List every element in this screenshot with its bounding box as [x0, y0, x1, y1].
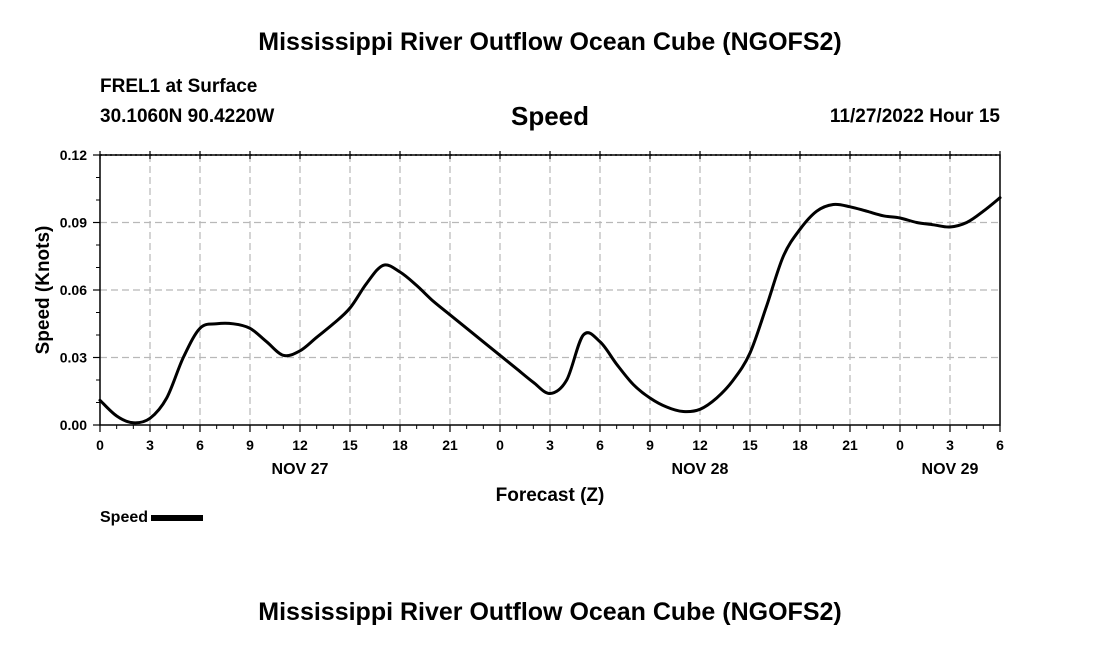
- page-title: Mississippi River Outflow Ocean Cube (NG…: [258, 28, 842, 56]
- x-tick-label: 18: [392, 437, 408, 453]
- x-tick-label: 0: [496, 437, 504, 453]
- x-tick-label: 6: [196, 437, 204, 453]
- x-tick-label: 21: [442, 437, 458, 453]
- x-tick-label: 12: [692, 437, 708, 453]
- date-label: NOV 28: [672, 461, 729, 478]
- y-tick-label: 0.12: [60, 147, 87, 163]
- x-axis-label: Forecast (Z): [496, 485, 605, 506]
- y-tick-label: 0.03: [60, 350, 87, 366]
- x-tick-label: 3: [546, 437, 554, 453]
- x-tick-label: 12: [292, 437, 308, 453]
- x-tick-label: 9: [246, 437, 254, 453]
- coordinates-label: 30.1060N 90.4220W: [100, 106, 275, 127]
- y-axis-label: Speed (Knots): [33, 226, 54, 355]
- date-label: NOV 29: [922, 461, 979, 478]
- x-tick-label: 6: [996, 437, 1004, 453]
- x-tick-label: 15: [742, 437, 758, 453]
- x-tick-label: 0: [896, 437, 904, 453]
- date-labels: NOV 27 NOV 28 NOV 29: [272, 461, 979, 478]
- chart-title: Speed: [510, 101, 590, 131]
- y-tick-label: 0.00: [60, 417, 87, 433]
- legend-label: Speed: [100, 509, 149, 526]
- legend-swatch: [151, 515, 204, 521]
- y-tick-labels: 0.00 0.03 0.06 0.09 0.12: [60, 147, 87, 433]
- station-label: FREL1 at Surface: [100, 76, 258, 97]
- chart-grid: [100, 154, 1000, 425]
- chart-ticks: [93, 151, 1001, 432]
- date-label: NOV 27: [272, 461, 329, 478]
- series-line-speed: [98, 196, 1002, 425]
- datetime-label: 11/27/2022 Hour 15: [829, 106, 1000, 127]
- x-tick-labels: 0 3 6 9 12 15 18 21 0 3 6 9 12 15 18 21 0 3 6: [96, 437, 1004, 453]
- x-tick-label: 3: [146, 437, 154, 453]
- x-tick-label: 0: [96, 437, 104, 453]
- x-tick-label: 18: [792, 437, 808, 453]
- x-tick-label: 3: [946, 437, 954, 453]
- x-tick-label: 15: [342, 437, 358, 453]
- footer-title: Mississippi River Outflow Ocean Cube (NG…: [258, 598, 842, 626]
- x-tick-label: 9: [646, 437, 654, 453]
- x-tick-label: 21: [842, 437, 858, 453]
- plot-frame: [99, 154, 1001, 426]
- legend: Speed: [100, 509, 204, 527]
- y-tick-label: 0.06: [60, 282, 87, 298]
- y-tick-label: 0.09: [60, 215, 87, 231]
- x-tick-label: 6: [596, 437, 604, 453]
